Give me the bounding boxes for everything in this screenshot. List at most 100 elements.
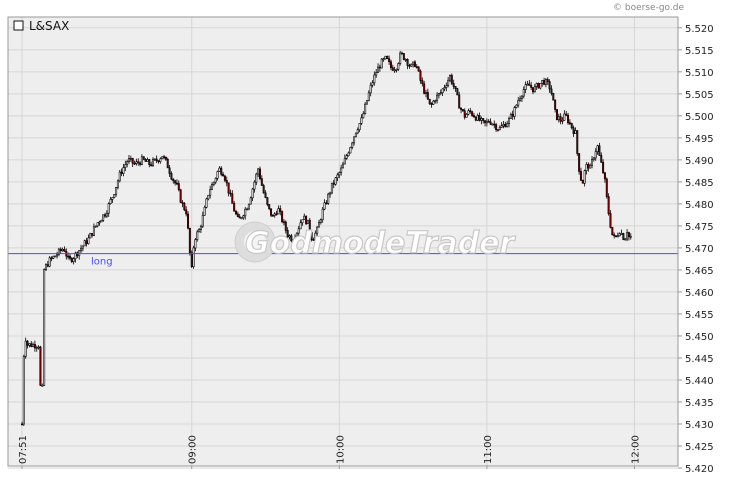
candle-body-down: [234, 210, 237, 215]
candle: [111, 197, 114, 203]
candle-body-down: [568, 122, 571, 125]
candle-body-down: [602, 162, 605, 174]
candle: [264, 190, 267, 199]
candle: [552, 92, 555, 101]
candle-body-up: [323, 202, 326, 210]
candle-body-down: [70, 257, 73, 263]
candle: [168, 164, 171, 177]
candle-body-down: [148, 159, 151, 165]
candle: [491, 123, 494, 126]
candle-body-up: [356, 129, 359, 134]
candle: [187, 211, 190, 230]
candle: [607, 193, 610, 216]
candle: [520, 95, 523, 102]
candle: [472, 113, 475, 118]
candle-body-up: [520, 95, 523, 99]
candle: [395, 68, 398, 73]
candle-body-up: [594, 151, 597, 159]
candle: [266, 197, 269, 207]
candle-body-up: [367, 92, 370, 101]
candle: [443, 84, 446, 92]
candle-body-up: [443, 87, 446, 90]
candle: [290, 233, 293, 243]
candle: [312, 237, 315, 241]
candle: [598, 142, 601, 156]
candle-body-up: [377, 66, 380, 73]
candle-body-up: [129, 157, 132, 160]
candle: [585, 162, 588, 175]
candle: [567, 112, 570, 125]
candle-body-up: [218, 167, 221, 172]
candle-body-up: [539, 83, 542, 89]
candle: [412, 61, 415, 68]
candle: [391, 64, 394, 71]
candle: [159, 157, 162, 164]
candle-body-down: [389, 61, 392, 68]
candle-body-up: [83, 240, 86, 247]
candle-body-up: [491, 123, 494, 126]
candle-body-up: [124, 164, 127, 168]
candle-body-up: [596, 145, 599, 152]
candle: [531, 87, 534, 95]
candle: [127, 154, 130, 164]
candle: [124, 160, 127, 172]
candle-body-up: [135, 161, 138, 164]
candle-body-down: [552, 92, 555, 101]
candle-body-up: [251, 188, 254, 199]
candle-body-up: [246, 208, 249, 211]
candle: [303, 213, 306, 220]
candle: [30, 340, 33, 348]
candle-body-down: [185, 209, 188, 215]
candle-body-down: [426, 92, 429, 100]
candle: [94, 225, 97, 228]
candle: [613, 232, 616, 239]
candle: [139, 161, 142, 167]
candle: [399, 50, 402, 66]
candle-body-down: [33, 344, 36, 349]
candle: [502, 121, 505, 129]
candle-body-up: [592, 157, 595, 160]
candle-body-up: [32, 344, 35, 347]
candle: [576, 129, 579, 156]
candle-body-up: [299, 222, 302, 230]
candle-body-up: [369, 84, 372, 94]
candle: [41, 383, 44, 387]
candle-body-down: [495, 124, 498, 131]
candle-body-down: [423, 83, 426, 94]
candle: [417, 66, 420, 72]
candle: [458, 91, 461, 109]
candle: [591, 155, 594, 169]
candle: [120, 168, 123, 177]
candle: [109, 196, 112, 205]
candle: [421, 77, 424, 87]
candle-body-up: [321, 208, 324, 220]
candle-body-up: [506, 123, 509, 128]
candle: [380, 58, 383, 69]
candle-body-down: [613, 234, 616, 237]
candle-body-down: [150, 164, 153, 166]
candle: [270, 208, 273, 218]
candle: [196, 229, 199, 242]
candle-body-down: [408, 65, 411, 67]
candle-body-up: [257, 168, 260, 175]
candle: [59, 247, 62, 255]
candle-body-up: [295, 232, 298, 239]
y-tick-label: 5.505: [685, 90, 714, 101]
candle: [343, 154, 346, 165]
candle: [116, 179, 119, 190]
candle-body-up: [412, 61, 415, 65]
candle: [430, 102, 433, 108]
candle: [50, 256, 53, 262]
candle-body-down: [548, 81, 551, 90]
candle-body-up: [244, 208, 247, 217]
candle-body-up: [329, 192, 332, 195]
candle-body-up: [240, 217, 243, 220]
candle: [578, 153, 581, 175]
candle: [54, 255, 57, 258]
candle-body-down: [139, 162, 142, 165]
candle-body-down: [310, 231, 313, 240]
y-tick-label: 5.480: [685, 200, 714, 211]
x-tick-label: 10:00: [335, 435, 346, 464]
candle-body-up: [517, 100, 520, 106]
candle: [319, 218, 322, 225]
